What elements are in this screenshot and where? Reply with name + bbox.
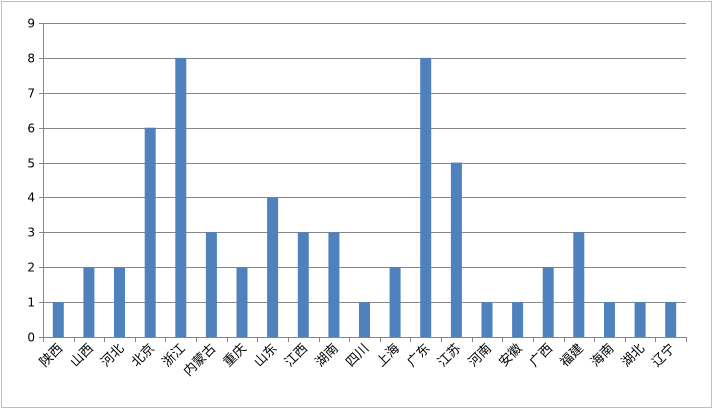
y-tick-label: 8 — [27, 52, 35, 66]
bar-11 — [359, 302, 370, 337]
bar-21 — [665, 302, 677, 337]
y-tick-label: 9 — [27, 17, 35, 31]
bar-6 — [205, 232, 217, 337]
y-tick-label: 3 — [27, 226, 35, 240]
y-tick-label: 6 — [27, 122, 35, 136]
axes — [39, 23, 687, 342]
y-tick-label: 2 — [27, 261, 35, 275]
bar-9 — [297, 232, 309, 337]
bar-17 — [542, 267, 554, 337]
bar-4 — [144, 127, 156, 337]
bar-19 — [604, 302, 615, 337]
chart-border — [1, 1, 712, 408]
bar-1 — [52, 302, 64, 337]
bar-5 — [175, 57, 187, 338]
bar-16 — [512, 302, 524, 337]
bar-8 — [267, 197, 279, 337]
bar-10 — [328, 232, 340, 337]
bar-14 — [450, 162, 462, 337]
y-tick-label: 7 — [27, 87, 35, 101]
bar-15 — [481, 302, 493, 337]
y-tick-label: 0 — [27, 331, 35, 345]
bar-3 — [114, 267, 125, 337]
bars — [52, 57, 677, 338]
bar-13 — [420, 57, 432, 338]
bar-2 — [83, 267, 95, 337]
y-tick-labels: 0 1 2 3 4 5 6 7 8 9 — [27, 17, 35, 345]
y-tick-label: 5 — [27, 157, 35, 171]
y-tick-label: 1 — [27, 296, 35, 310]
y-tick-label: 4 — [27, 191, 35, 205]
bar-12 — [389, 267, 401, 337]
bar-20 — [634, 302, 646, 337]
bar-18 — [573, 232, 585, 337]
bar-7 — [236, 267, 248, 337]
